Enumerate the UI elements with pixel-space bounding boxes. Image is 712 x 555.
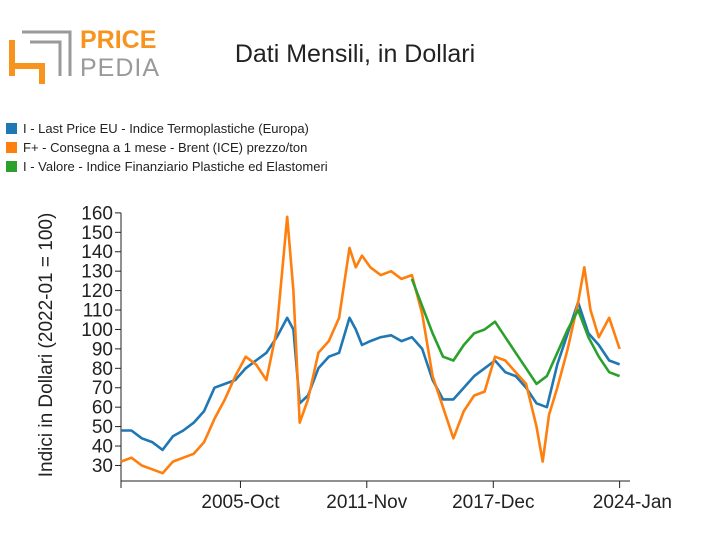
y-tick-label: 70 (92, 378, 113, 399)
legend-swatch (6, 123, 17, 134)
legend-label: I - Last Price EU - Indice Termoplastich… (23, 121, 309, 136)
legend-swatch (6, 161, 17, 172)
chart-title: Dati Mensili, in Dollari (234, 40, 476, 68)
y-tick-label: 120 (81, 281, 113, 302)
x-tick-label: 2011-Nov (326, 492, 407, 513)
logo-text-price: PRICE (80, 26, 156, 54)
pricepedia-logo: PRICE PEDIA (9, 26, 160, 84)
y-tick-label: 160 (81, 203, 113, 224)
y-tick-label: 140 (81, 242, 113, 263)
logo-mark (9, 30, 72, 84)
series-line-termoplastiche (121, 300, 621, 452)
x-tick-label: 2017-Dec (452, 492, 534, 513)
legend-swatch (6, 142, 17, 153)
legend-item-plastiche-elastomeri: I - Valore - Indice Finanziario Plastich… (6, 157, 328, 176)
series-line-brent (120, 215, 621, 475)
y-axis-label: Indici in Dollari (2022-01 = 100) (36, 213, 57, 478)
y-tick-label: 110 (83, 301, 113, 322)
logo-text-pedia: PEDIA (80, 54, 160, 82)
y-tick-label: 50 (92, 417, 113, 438)
legend: I - Last Price EU - Indice Termoplastich… (6, 119, 328, 176)
y-tick-label: 30 (92, 456, 113, 477)
series-line-plastiche-elastomeri (410, 278, 621, 386)
series-lines (120, 215, 621, 475)
y-tick-label: 100 (81, 320, 113, 341)
y-tick-label: 80 (92, 359, 113, 380)
y-tick-label: 130 (81, 262, 113, 283)
x-tick-label: 2005-Oct (201, 492, 280, 513)
legend-label: I - Valore - Indice Finanziario Plastich… (23, 159, 328, 174)
y-tick-label: 90 (92, 339, 113, 360)
y-tick-label: 150 (81, 223, 113, 244)
x-tick-label: 2024-Jan (593, 492, 672, 513)
legend-item-brent: F+ - Consegna a 1 mese - Brent (ICE) pre… (6, 138, 328, 157)
legend-item-termoplastiche: I - Last Price EU - Indice Termoplastich… (6, 119, 328, 138)
y-tick-label: 40 (92, 437, 113, 458)
y-tick-label: 60 (92, 398, 113, 419)
legend-label: F+ - Consegna a 1 mese - Brent (ICE) pre… (23, 140, 308, 155)
